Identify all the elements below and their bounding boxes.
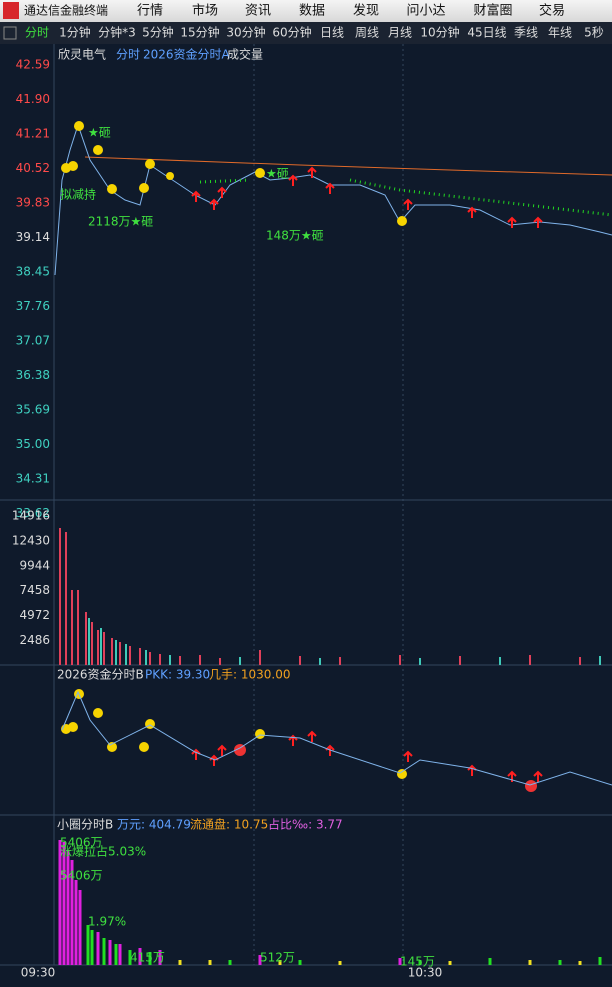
stock-name: 欣灵电气 (58, 47, 106, 62)
zhanbi-value: 占比‰: 3.77 (268, 817, 343, 832)
tab[interactable]: 5秒 (584, 26, 604, 40)
app-icon (3, 2, 19, 19)
annotation: 415万 (130, 951, 165, 965)
annotation: 5406万 (60, 836, 103, 850)
annotation: 2118万★砸 (88, 215, 153, 229)
menu-item[interactable]: 资讯 (245, 4, 271, 19)
volume-label: 2486 (19, 633, 50, 647)
price-label: 39.14 (16, 230, 50, 244)
annotation: 512万 (260, 951, 295, 965)
indicator-line (61, 690, 612, 786)
tab[interactable]: 分钟*3 (98, 25, 136, 40)
tab[interactable]: 季线 (514, 26, 538, 40)
tab[interactable]: 45日线 (467, 26, 506, 40)
volume-label: 12430 (12, 533, 50, 547)
tab[interactable]: 年线 (548, 26, 572, 40)
annotation: 涨爆拉占5.03% (60, 844, 146, 859)
tab[interactable]: 分时 (25, 26, 49, 40)
annotation: ★砸 (266, 167, 289, 181)
annotation: 148万★砸 (266, 229, 324, 243)
volume-label: 7458 (19, 583, 50, 597)
avg-line (84, 156, 612, 176)
time-label: 10:30 (408, 966, 443, 980)
tab[interactable]: 5分钟 (142, 25, 174, 40)
annotation: 1.97% (88, 915, 126, 929)
tab[interactable]: 60分钟 (272, 25, 311, 40)
price-label: 35.00 (16, 437, 50, 451)
annotation: 5406万 (60, 869, 103, 883)
time-label: 09:30 (21, 966, 56, 980)
panel-title: 2026资金分时B (57, 667, 144, 682)
price-label: 37.76 (16, 299, 50, 313)
volume-label: 14916 (12, 509, 50, 523)
menu-item[interactable]: 数据 (299, 4, 325, 19)
tab[interactable]: 10分钟 (420, 25, 459, 40)
price-label: 34.31 (16, 472, 50, 486)
liutong-value: 流通盘: 10.75 (190, 817, 268, 832)
annotation: ★砸 (88, 126, 111, 140)
price-label: 41.90 (16, 92, 50, 106)
volume-label: 成交量 (227, 47, 263, 62)
tab[interactable]: 周线 (355, 26, 379, 40)
price-label: 35.69 (16, 403, 50, 417)
price-label: 33.62 (16, 506, 50, 520)
annotation: 拟减持 (60, 187, 96, 202)
chart-area (0, 44, 612, 965)
volume-bars (59, 528, 601, 665)
price-label: 40.52 (16, 161, 50, 175)
wanyuan-value: 万元: 404.79 (117, 818, 191, 832)
menu-item[interactable]: 市场 (192, 3, 218, 19)
marker (525, 780, 537, 792)
panel-title: 小圈分时B (57, 818, 113, 832)
menu-item[interactable]: 财富圈 (473, 3, 512, 19)
signal-dots (61, 121, 407, 779)
price-label: 38.45 (16, 265, 50, 279)
tab[interactable]: 30分钟 (226, 25, 265, 40)
indicator-label: 2026资金分时A (143, 47, 231, 62)
price-label: 37.07 (16, 334, 50, 348)
tab-bar (0, 22, 612, 44)
menu-item[interactable]: 发现 (353, 3, 379, 19)
jishou-value: 几手: 1030.00 (209, 668, 290, 682)
title-bar (0, 0, 612, 22)
trend-marks (199, 178, 612, 217)
tab[interactable]: 日线 (320, 26, 344, 40)
price-label: 42.59 (16, 58, 50, 72)
capital-bars (58, 840, 602, 965)
price-label: 39.83 (16, 196, 50, 210)
price-label: 36.38 (16, 368, 50, 382)
volume-label: 4972 (19, 608, 50, 622)
tab[interactable]: 1分钟 (59, 25, 91, 40)
menu-item[interactable]: 问小达 (406, 4, 445, 19)
menu-item[interactable]: 行情 (137, 4, 163, 19)
menu-item[interactable]: 交易 (539, 3, 565, 19)
volume-label: 9944 (19, 558, 50, 572)
tab[interactable]: 月线 (388, 26, 412, 40)
app-title: 通达信金融终端 (24, 3, 108, 18)
marker (234, 744, 246, 756)
mode-label: 分时 (116, 48, 140, 62)
pkk-value: PKK: 39.30 (145, 668, 210, 682)
annotation: 145万 (400, 955, 435, 969)
toggle[interactable] (3, 26, 17, 40)
tab[interactable]: 15分钟 (180, 25, 219, 40)
price-label: 41.21 (16, 127, 50, 141)
